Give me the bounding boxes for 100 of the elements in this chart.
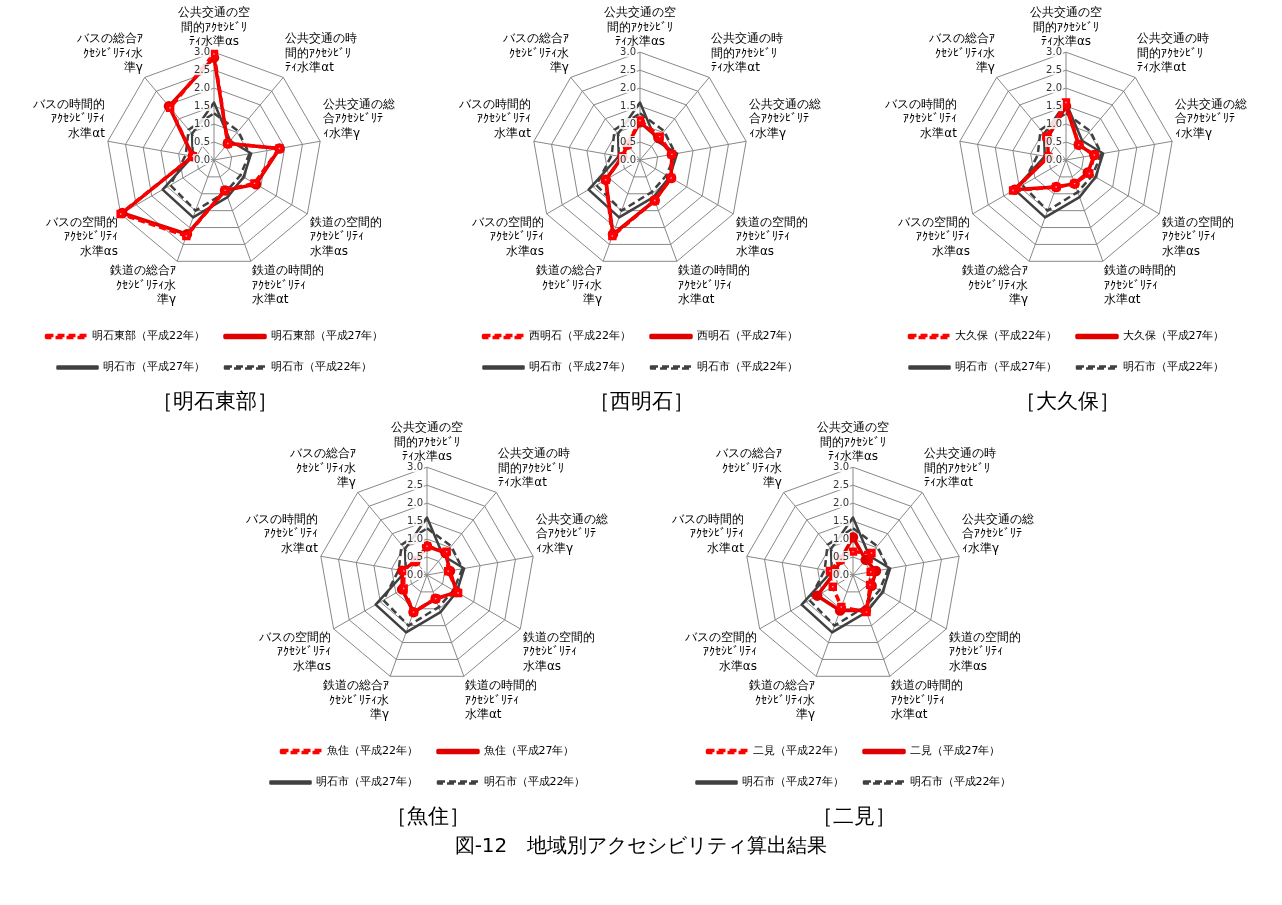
spoke-label: 鉄道の時間的ｱｸｾｼﾋﾞﾘﾃｨ水準αt: [677, 263, 750, 307]
y-tick-label: 0.0: [620, 153, 636, 165]
spoke-label: 公共交通の時間的ｱｸｾｼﾋﾞﾘﾃｨ水準αt: [711, 31, 784, 75]
legend-label: 明石市（平成27年）: [955, 360, 1057, 374]
spoke-label: 公共交通の総合ｱｸｾｼﾋﾞﾘﾃｨ水準γ: [749, 96, 822, 140]
spoke-label: 鉄道の空間的ｱｸｾｼﾋﾞﾘﾃｨ水準αs: [1161, 214, 1234, 258]
legend-label: 大久保（平成27年）: [1122, 329, 1225, 343]
legend-label: 明石市（平成22年）: [1122, 360, 1225, 374]
spoke-label: 鉄道の総合ｱｸｾｼﾋﾞﾘﾃｨ水準γ: [536, 263, 603, 307]
spoke-label: 公共交通の総合ｱｸｾｼﾋﾞﾘﾃｨ水準γ: [1175, 96, 1248, 140]
spoke-label: バスの総合ｱｸｾｼﾋﾞﾘﾃｨ水準γ: [714, 446, 782, 490]
y-tick-label: 2.0: [407, 496, 423, 508]
legend-label: 明石市（平成22年）: [696, 360, 799, 374]
legend-label: 明石市（平成27年）: [316, 775, 418, 789]
legend-label: 魚住（平成27年）: [483, 744, 575, 758]
y-tick-label: 1.0: [620, 117, 636, 129]
spoke-label: 鉄道の総合ｱｸｾｼﾋﾞﾘﾃｨ水準γ: [323, 678, 390, 722]
y-tick-label: 1.0: [194, 117, 210, 129]
y-tick-label: 1.0: [1046, 117, 1062, 129]
spoke-label: バスの総合ｱｸｾｼﾋﾞﾘﾃｨ水準γ: [501, 31, 569, 75]
legend-label: 明石東部（平成27年）: [270, 329, 384, 343]
spoke-label: 公共交通の総合ｱｸｾｼﾋﾞﾘﾃｨ水準γ: [962, 511, 1035, 555]
y-tick-label: 0.0: [1046, 153, 1062, 165]
y-tick-label: 1.5: [407, 514, 423, 526]
y-tick-label: 3.0: [833, 460, 849, 472]
legend-label: 明石市（平成27年）: [103, 360, 205, 374]
y-tick-label: 1.5: [1046, 99, 1062, 111]
y-tick-label: 2.5: [620, 63, 636, 75]
legend-label: 明石市（平成27年）: [529, 360, 631, 374]
legend-label: 明石市（平成22年）: [483, 775, 586, 789]
spoke-label: バスの空間的ｱｸｾｼﾋﾞﾘﾃｨ水準αs: [471, 214, 545, 258]
text: ［二見］: [812, 803, 896, 830]
spoke-label: バスの時間的ｱｸｾｼﾋﾞﾘﾃｨ水準αt: [883, 96, 958, 140]
spoke-label: 公共交通の時間的ｱｸｾｼﾋﾞﾘﾃｨ水準αt: [1137, 31, 1210, 75]
legend-label: 西明石（平成22年）: [529, 329, 631, 343]
spoke-label: バスの総合ｱｸｾｼﾋﾞﾘﾃｨ水準γ: [288, 446, 356, 490]
spoke-label: 鉄道の空間的ｱｸｾｼﾋﾞﾘﾃｨ水準αs: [735, 214, 808, 258]
spoke-label: 鉄道の時間的ｱｸｾｼﾋﾞﾘﾃｨ水準αt: [1103, 263, 1176, 307]
y-tick-label: 0.5: [833, 550, 849, 562]
spoke-label: 鉄道の総合ｱｸｾｼﾋﾞﾘﾃｨ水準γ: [110, 263, 177, 307]
y-tick-label: 2.0: [194, 81, 210, 93]
spoke-label: 鉄道の空間的ｱｸｾｼﾋﾞﾘﾃｨ水準αs: [309, 214, 382, 258]
text: ［明石東部］: [152, 388, 278, 415]
spoke-label: 鉄道の時間的ｱｸｾｼﾋﾞﾘﾃｨ水準αt: [251, 263, 324, 307]
spoke-label: 公共交通の時間的ｱｸｾｼﾋﾞﾘﾃｨ水準αt: [924, 446, 997, 490]
text: 図-12 地域別アクセシビリティ算出結果: [453, 832, 829, 859]
y-tick-label: 2.5: [407, 478, 423, 490]
spoke-label: 鉄道の時間的ｱｸｾｼﾋﾞﾘﾃｨ水準αt: [890, 678, 963, 722]
legend-label: 明石市（平成27年）: [742, 775, 844, 789]
spoke-label: 鉄道の空間的ｱｸｾｼﾋﾞﾘﾃｨ水準αs: [948, 629, 1021, 673]
text: ［西明石］: [588, 388, 694, 415]
spoke-label: バスの空間的ｱｸｾｼﾋﾞﾘﾃｨ水準αs: [45, 214, 119, 258]
spoke-label: 公共交通の総合ｱｸｾｼﾋﾞﾘﾃｨ水準γ: [536, 511, 609, 555]
y-tick-label: 0.5: [620, 135, 636, 147]
y-tick-label: 3.0: [194, 45, 210, 57]
spoke-label: 鉄道の空間的ｱｸｾｼﾋﾞﾘﾃｨ水準αs: [522, 629, 595, 673]
y-tick-label: 3.0: [407, 460, 423, 472]
y-tick-label: 0.5: [1046, 135, 1062, 147]
y-tick-label: 2.0: [1046, 81, 1062, 93]
spoke-label: バスの空間的ｱｸｾｼﾋﾞﾘﾃｨ水準αs: [258, 629, 332, 673]
legend-label: 二見（平成22年）: [753, 744, 844, 758]
spoke-label: バスの時間的ｱｸｾｼﾋﾞﾘﾃｨ水準αt: [31, 96, 106, 140]
y-tick-label: 1.5: [833, 514, 849, 526]
spoke-label: バスの総合ｱｸｾｼﾋﾞﾘﾃｨ水準γ: [75, 31, 143, 75]
y-tick-label: 0.5: [194, 135, 210, 147]
y-tick-label: 2.5: [1046, 63, 1062, 75]
spoke-label: バスの空間的ｱｸｾｼﾋﾞﾘﾃｨ水準αs: [897, 214, 971, 258]
y-tick-label: 3.0: [620, 45, 636, 57]
legend-label: 西明石（平成27年）: [696, 329, 799, 343]
spoke-label: 鉄道の総合ｱｸｾｼﾋﾞﾘﾃｨ水準γ: [749, 678, 816, 722]
spoke-label: 公共交通の時間的ｱｸｾｼﾋﾞﾘﾃｨ水準αt: [498, 446, 571, 490]
spoke-label: バスの時間的ｱｸｾｼﾋﾞﾘﾃｨ水準αt: [670, 511, 745, 555]
y-tick-label: 2.0: [833, 496, 849, 508]
y-tick-label: 1.0: [833, 532, 849, 544]
spoke-label: 鉄道の総合ｱｸｾｼﾋﾞﾘﾃｨ水準γ: [962, 263, 1029, 307]
y-tick-label: 0.0: [194, 153, 210, 165]
spoke-label: バスの時間的ｱｸｾｼﾋﾞﾘﾃｨ水準αt: [244, 511, 319, 555]
legend-label: 明石東部（平成22年）: [92, 329, 205, 343]
y-tick-label: 2.5: [194, 63, 210, 75]
legend-label: 明石市（平成22年）: [270, 360, 373, 374]
legend-label: 明石市（平成22年）: [909, 775, 1012, 789]
y-tick-label: 2.5: [833, 478, 849, 490]
text: ［大久保］: [1014, 388, 1120, 415]
y-tick-label: 1.5: [620, 99, 636, 111]
y-tick-label: 0.0: [833, 568, 849, 580]
legend-label: 魚住（平成22年）: [327, 744, 418, 758]
spoke-label: 公共交通の総合ｱｸｾｼﾋﾞﾘﾃｨ水準γ: [323, 96, 396, 140]
spoke-label: 公共交通の時間的ｱｸｾｼﾋﾞﾘﾃｨ水準αt: [285, 31, 358, 75]
y-tick-label: 1.5: [194, 99, 210, 111]
legend-label: 大久保（平成22年）: [955, 329, 1057, 343]
y-tick-label: 0.0: [407, 568, 423, 580]
spoke-label: バスの空間的ｱｸｾｼﾋﾞﾘﾃｨ水準αs: [684, 629, 758, 673]
spoke-label: バスの時間的ｱｸｾｼﾋﾞﾘﾃｨ水準αt: [457, 96, 532, 140]
y-tick-label: 0.5: [407, 550, 423, 562]
y-tick-label: 2.0: [620, 81, 636, 93]
text: ［魚住］: [386, 803, 470, 830]
legend-label: 二見（平成27年）: [909, 744, 1001, 758]
y-tick-label: 1.0: [407, 532, 423, 544]
y-tick-label: 3.0: [1046, 45, 1062, 57]
spoke-label: 鉄道の時間的ｱｸｾｼﾋﾞﾘﾃｨ水準αt: [464, 678, 537, 722]
